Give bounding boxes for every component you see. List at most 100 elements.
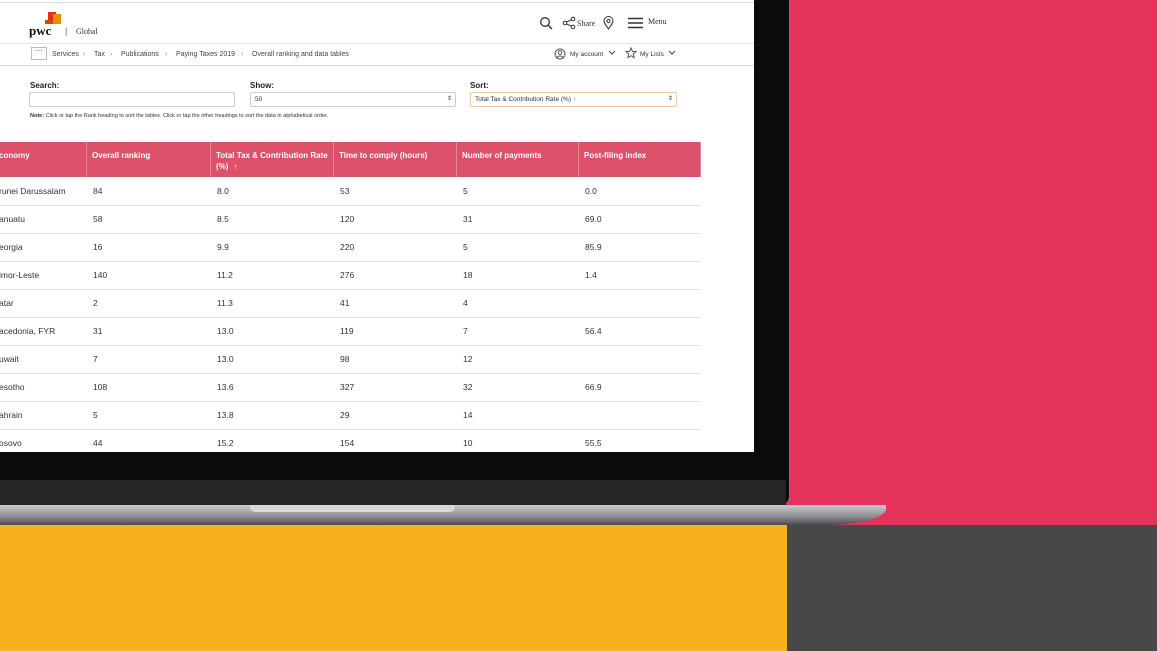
breadcrumb[interactable]: Tax — [94, 51, 105, 58]
column-header[interactable]: Time to comply (hours) — [334, 142, 457, 177]
table-cell: esotho — [0, 382, 25, 392]
sort-label: Sort: — [470, 81, 489, 90]
nav-rule — [0, 65, 754, 66]
sort-indicator: ↑ — [233, 162, 238, 171]
share[interactable]: Share — [577, 19, 596, 28]
column-title: Post-filing index — [584, 151, 647, 160]
table-cell: ahrain — [0, 410, 23, 420]
logo-mark — [53, 14, 61, 24]
table-cell: 327 — [340, 382, 355, 392]
table-cell: 13.0 — [217, 354, 234, 364]
column-header[interactable]: Overall ranking — [87, 142, 211, 177]
share-icon[interactable] — [562, 16, 576, 30]
table-cell: 13.0 — [217, 326, 234, 336]
search-icon[interactable] — [539, 16, 553, 30]
row-divider — [0, 401, 701, 402]
region[interactable]: Global — [76, 27, 98, 36]
breadcrumb[interactable]: Publications — [121, 51, 159, 58]
table-cell: 5 — [463, 186, 468, 196]
table-cell: 154 — [340, 438, 355, 448]
table-cell: 140 — [93, 270, 108, 280]
table-cell: 15.2 — [217, 438, 234, 448]
top-rule — [0, 2, 754, 3]
table-cell: 55.5 — [585, 438, 602, 448]
table-cell: 31 — [463, 214, 473, 224]
my-lists[interactable]: My Lists — [640, 51, 664, 58]
table-cell: 13.6 — [217, 382, 234, 392]
table-cell: 8.5 — [217, 214, 229, 224]
column-title: Total Tax & Contribution Rate (%) — [216, 151, 328, 171]
row-divider — [0, 289, 701, 290]
table-cell: 108 — [93, 382, 108, 392]
breadcrumb-separator: › — [83, 51, 86, 58]
table-cell: 220 — [340, 242, 355, 252]
show-select[interactable]: 50 ⇕ — [250, 92, 456, 107]
account-icon[interactable] — [554, 48, 566, 60]
star-icon[interactable] — [625, 47, 637, 59]
menu[interactable]: Menu — [648, 17, 667, 26]
row-divider — [0, 345, 701, 346]
table-cell: 8.0 — [217, 186, 229, 196]
table-cell: 14 — [463, 410, 473, 420]
search-label: Search: — [30, 81, 60, 90]
table-cell: 12 — [463, 354, 473, 364]
location-icon[interactable] — [603, 16, 614, 30]
search-input[interactable] — [29, 92, 235, 107]
note-text: Click or tap the Rank heading to sort th… — [45, 113, 329, 119]
table-cell: 10 — [463, 438, 473, 448]
table-cell: 120 — [340, 214, 355, 224]
divider: | — [65, 26, 68, 36]
sort-select[interactable]: Total Tax & Contribution Rate (%) ↑ ⇕ — [470, 92, 677, 107]
note-label: Note: — [30, 113, 45, 119]
table-cell: 41 — [340, 298, 350, 308]
breadcrumb[interactable]: Overall ranking and data tables — [252, 51, 349, 58]
breadcrumb[interactable]: Paying Taxes 2019 — [176, 51, 236, 58]
table-cell: 56.4 — [585, 326, 602, 336]
logo[interactable]: pwc — [29, 23, 52, 38]
table-cell: 98 — [340, 354, 350, 364]
table-cell: eorgia — [0, 242, 23, 252]
gray-panel — [787, 525, 1157, 651]
more-button[interactable]: ··· — [31, 47, 47, 60]
column-header[interactable]: Total Tax & Contribution Rate (%) ↑ — [211, 142, 334, 177]
table-cell: 18 — [463, 270, 473, 280]
table-cell: 58 — [93, 214, 103, 224]
table-cell: 31 — [93, 326, 103, 336]
select-arrows: ⇕ — [667, 96, 673, 102]
column-header[interactable]: conomy — [0, 142, 87, 177]
table-cell: atar — [0, 298, 14, 308]
breadcrumb[interactable]: Services — [52, 51, 79, 58]
table-cell: acedonia, FYR — [0, 326, 56, 336]
table-cell: 84 — [93, 186, 103, 196]
my-account[interactable]: My account — [570, 51, 604, 58]
row-divider — [0, 205, 701, 206]
logo-mark — [48, 12, 56, 20]
table-cell: runei Darussalam — [0, 186, 66, 196]
screen: pwc | Global Share Menu ··· Services › Tax… — [0, 0, 754, 452]
yellow-panel — [0, 525, 787, 651]
breadcrumb-separator: › — [110, 51, 113, 58]
table-cell: osovo — [0, 438, 22, 448]
table-cell: 11.2 — [217, 270, 233, 280]
table-cell: 0.0 — [585, 186, 597, 196]
table-cell: 1.4 — [585, 270, 597, 280]
row-divider — [0, 429, 701, 430]
table-cell: 7 — [93, 354, 98, 364]
column-title: Number of payments — [462, 151, 542, 160]
table-cell: 29 — [340, 410, 350, 420]
column-header[interactable]: Post-filing index — [579, 142, 701, 177]
table-cell: 13.8 — [217, 410, 234, 420]
table-cell: 69.0 — [585, 214, 602, 224]
table-cell: 119 — [340, 326, 354, 336]
logo-mark — [45, 20, 53, 24]
row-divider — [0, 233, 701, 234]
table-cell: 11.3 — [217, 298, 233, 308]
breadcrumb-separator: › — [165, 51, 168, 58]
table-cell: imor-Leste — [0, 270, 40, 280]
table-cell: 4 — [463, 298, 468, 308]
laptop-chin — [0, 480, 786, 505]
menu-icon[interactable] — [628, 17, 644, 29]
column-header[interactable]: Number of payments — [457, 142, 579, 177]
table-cell: 5 — [463, 242, 468, 252]
